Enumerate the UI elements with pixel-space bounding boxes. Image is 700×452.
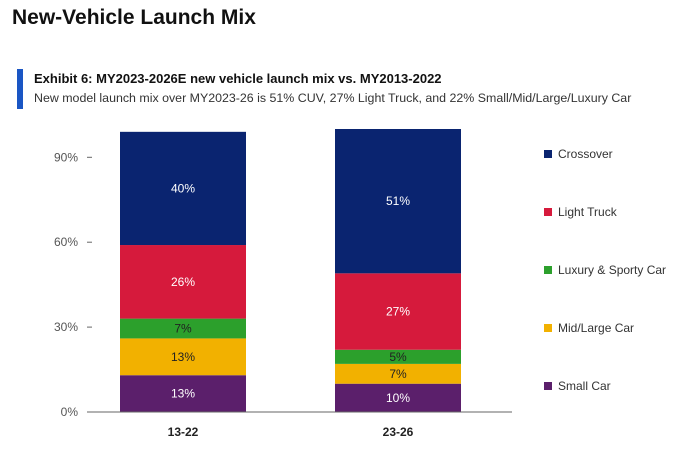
- legend-label: Small Car: [558, 379, 611, 393]
- data-label: 7%: [389, 367, 407, 381]
- data-label: 10%: [386, 391, 410, 405]
- bar-segment: [335, 273, 461, 350]
- legend-label: Luxury & Sporty Car: [558, 263, 666, 277]
- bar-segment: [335, 129, 461, 274]
- bar-segment: [335, 363, 461, 384]
- y-tick-label: 90%: [54, 150, 78, 164]
- bar-segment: [120, 245, 246, 319]
- data-label: 51%: [386, 194, 410, 208]
- bar-segment: [335, 349, 461, 364]
- legend-label: Crossover: [558, 147, 613, 161]
- page-title: New-Vehicle Launch Mix: [12, 6, 256, 29]
- data-label: 26%: [171, 275, 195, 289]
- legend-label: Mid/Large Car: [558, 321, 634, 335]
- data-label: 40%: [171, 181, 195, 195]
- bar-segment: [120, 338, 246, 376]
- legend-swatch: [544, 266, 552, 274]
- bar-segment: [335, 383, 461, 412]
- y-tick-label: 60%: [54, 235, 78, 249]
- bar-segment: [120, 375, 246, 412]
- exhibit-accent-bar: [17, 69, 23, 109]
- x-category-label: 23-26: [383, 425, 414, 439]
- y-tick-label: 0%: [61, 405, 79, 419]
- data-label: 5%: [389, 350, 407, 364]
- legend-swatch: [544, 208, 552, 216]
- exhibit-subtitle: New model launch mix over MY2023-26 is 5…: [34, 91, 632, 105]
- y-tick-label: 30%: [54, 320, 78, 334]
- bar-segment: [120, 318, 246, 339]
- exhibit-title: Exhibit 6: MY2023-2026E new vehicle laun…: [34, 71, 442, 86]
- bar-segment: [120, 131, 246, 246]
- legend-label: Light Truck: [558, 205, 618, 219]
- x-category-label: 13-22: [168, 425, 199, 439]
- legend-swatch: [544, 324, 552, 332]
- legend-swatch: [544, 150, 552, 158]
- data-label: 27%: [386, 305, 410, 319]
- data-label: 7%: [174, 322, 192, 336]
- data-label: 13%: [171, 387, 195, 401]
- legend-swatch: [544, 382, 552, 390]
- data-label: 13%: [171, 350, 195, 364]
